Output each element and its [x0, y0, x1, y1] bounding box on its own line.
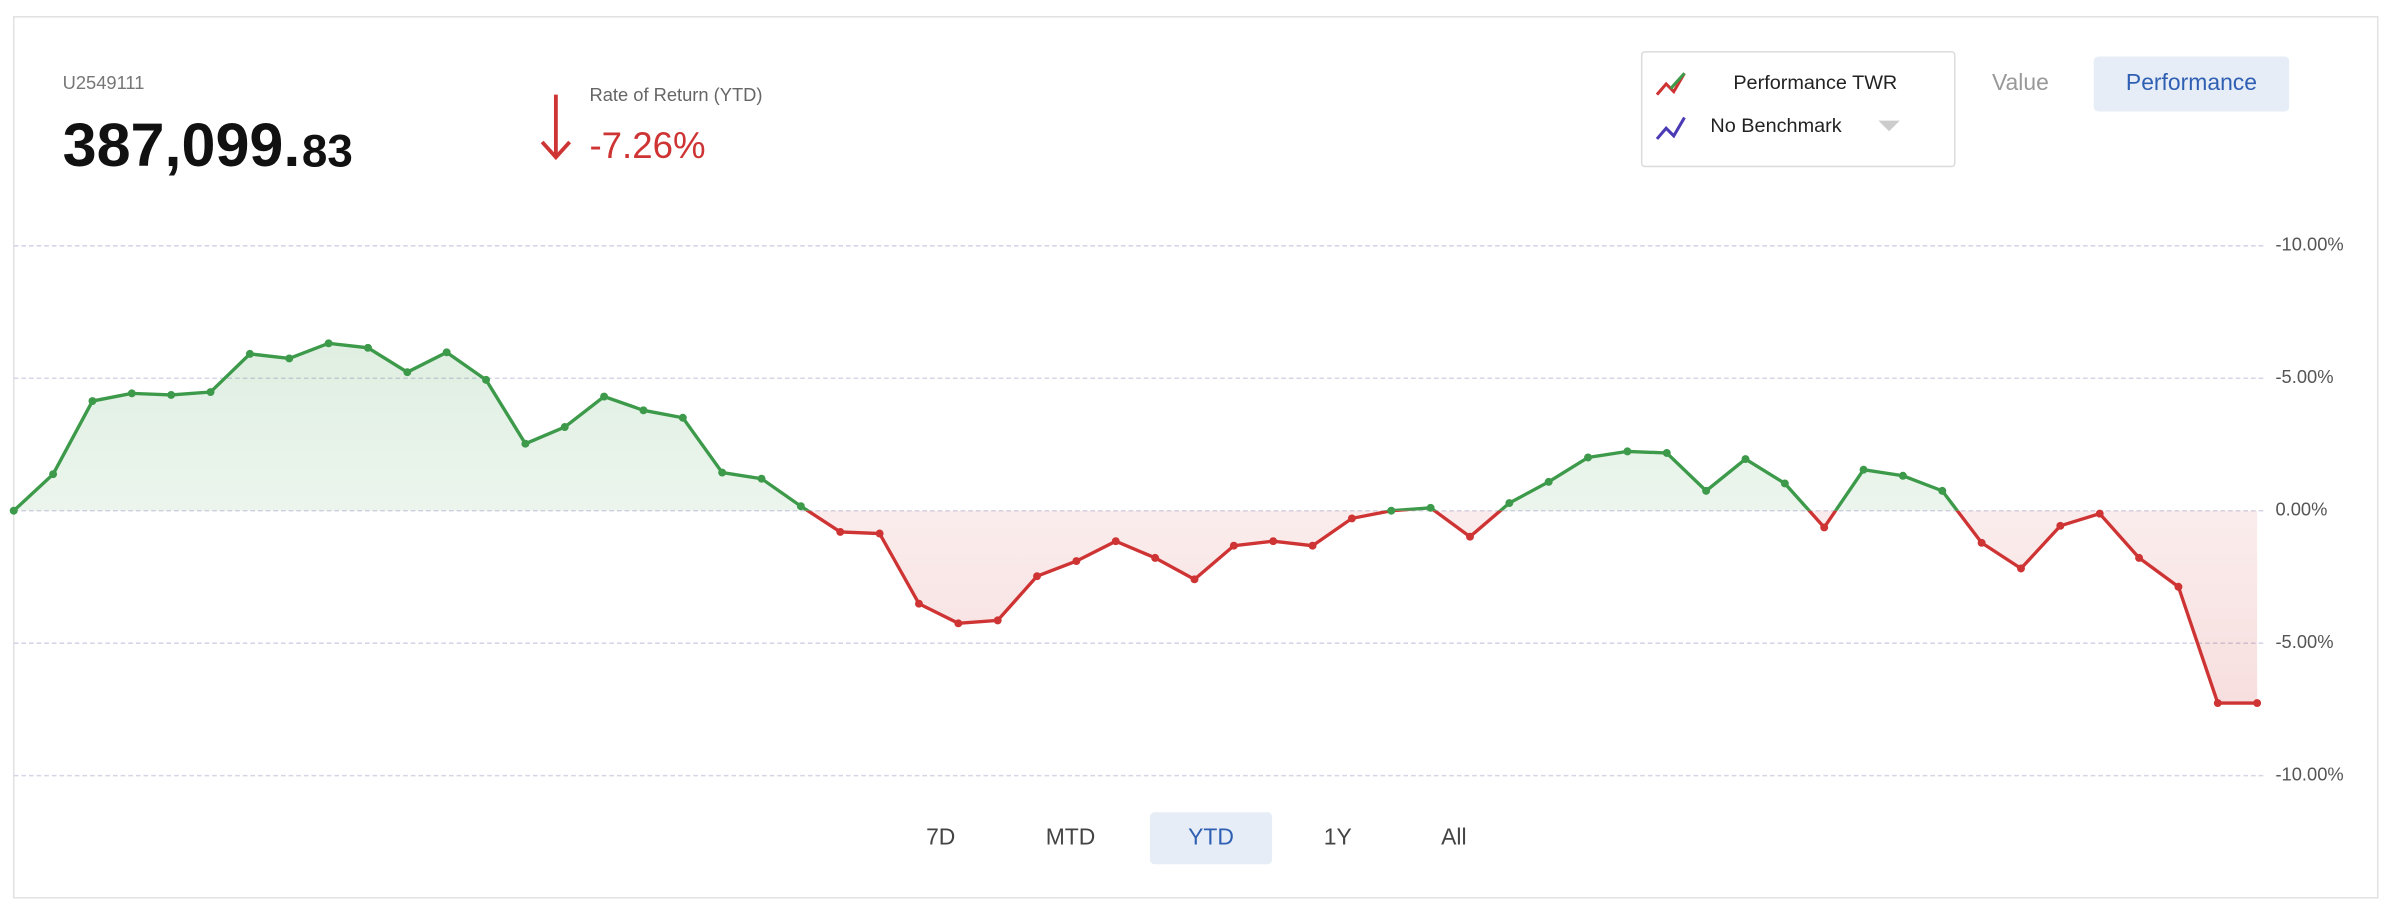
data-point — [718, 468, 727, 477]
data-point — [1308, 541, 1317, 550]
down-arrow — [540, 94, 572, 161]
data-point — [1190, 575, 1199, 584]
data-point — [1584, 453, 1593, 462]
range-button[interactable]: 1Y — [1324, 823, 1352, 849]
range-button[interactable]: YTD — [1188, 823, 1234, 849]
data-point — [285, 354, 294, 363]
account-id: U2549111 — [63, 72, 145, 93]
range-button[interactable]: MTD — [1046, 823, 1096, 849]
data-point — [2213, 699, 2222, 708]
data-point — [600, 392, 609, 401]
y-tick-label: -5.00% — [2275, 366, 2333, 387]
data-point — [2056, 521, 2065, 530]
data-point — [88, 397, 97, 406]
data-point — [482, 375, 491, 384]
data-point — [1347, 514, 1356, 523]
data-point — [1780, 479, 1789, 488]
data-point — [1387, 506, 1396, 515]
data-point — [1898, 471, 1907, 480]
data-point — [954, 619, 963, 628]
data-point — [363, 343, 372, 352]
y-tick-label: 0.00% — [2275, 499, 2327, 520]
data-point — [560, 423, 569, 431]
return-label: Rate of Return (YTD) — [589, 84, 762, 105]
data-point — [875, 529, 884, 538]
data-point — [1623, 447, 1632, 456]
data-point — [1269, 537, 1278, 546]
data-point — [1662, 449, 1671, 457]
data-point — [442, 348, 451, 357]
data-point — [1151, 553, 1160, 562]
data-point — [836, 527, 845, 536]
data-point — [915, 599, 923, 608]
y-tick-label: -10.00% — [2275, 234, 2343, 255]
data-point — [757, 474, 766, 483]
data-point — [324, 339, 333, 348]
legend-icon-up — [1669, 72, 1686, 90]
legend-benchmark[interactable]: No Benchmark — [1710, 115, 1841, 137]
data-point — [678, 413, 687, 422]
balance-cents: 83 — [302, 125, 353, 176]
balance: 387,099. — [63, 111, 301, 179]
view-button[interactable]: Performance — [2126, 69, 2257, 95]
data-point — [1426, 503, 1435, 512]
data-point — [9, 506, 18, 515]
legend-series: Performance TWR — [1733, 72, 1897, 94]
data-point — [1111, 537, 1120, 546]
line-positive — [12, 341, 1960, 511]
range-button-bg[interactable] — [1149, 812, 1273, 865]
data-point — [167, 390, 176, 399]
data-point — [206, 388, 215, 397]
data-point — [796, 502, 805, 511]
view-button[interactable]: Value — [1992, 69, 2049, 95]
data-point — [1466, 532, 1474, 541]
y-tick-label: -5.00% — [2275, 631, 2333, 652]
data-point — [49, 470, 58, 479]
y-tick-label: -10.00% — [2275, 763, 2343, 784]
data-point — [1033, 572, 1042, 581]
data-point — [1938, 486, 1947, 495]
data-point — [1977, 538, 1986, 547]
dropdown-caret[interactable] — [1878, 120, 1900, 132]
data-point — [521, 439, 530, 448]
data-point — [2017, 564, 2025, 573]
data-point — [403, 368, 412, 377]
data-point — [1072, 557, 1081, 566]
data-point — [993, 616, 1002, 625]
data-point — [2095, 509, 2104, 518]
range-button[interactable]: All — [1441, 823, 1466, 849]
line-negative — [13, 510, 2258, 705]
data-point — [1229, 541, 1238, 550]
data-point — [1820, 523, 1829, 532]
data-point — [2253, 699, 2262, 708]
data-point — [1702, 486, 1711, 495]
data-point — [1544, 477, 1553, 486]
benchmark-icon — [1655, 116, 1686, 140]
area-positive — [13, 343, 2258, 511]
return-value: -7.26% — [589, 125, 705, 166]
data-point — [2135, 553, 2144, 562]
data-point — [2174, 582, 2183, 591]
view-button-bg[interactable] — [2093, 56, 2290, 112]
data-point — [639, 406, 648, 415]
data-point — [245, 349, 254, 358]
data-point — [1859, 465, 1868, 474]
data-point — [1505, 499, 1514, 508]
data-point — [127, 389, 136, 398]
legend-box[interactable] — [1640, 51, 1956, 168]
data-point — [1741, 455, 1750, 464]
range-button[interactable]: 7D — [926, 823, 955, 849]
